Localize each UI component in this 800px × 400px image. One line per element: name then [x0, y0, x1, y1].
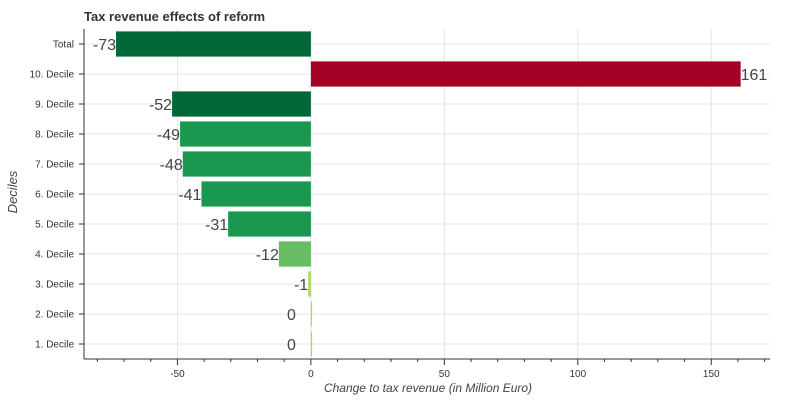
- data-label: -12: [256, 247, 279, 264]
- y-tick-label: 4. Decile: [35, 250, 74, 261]
- x-tick-label: 150: [703, 369, 720, 380]
- y-tick-label: 3. Decile: [35, 280, 74, 291]
- x-tick-label: -50: [170, 369, 185, 380]
- data-label: -1: [294, 277, 308, 294]
- data-label: -48: [160, 157, 183, 174]
- axis-layer: -50 0 50 100 150 Total 10. Decile 9. Decile 8. D…: [30, 29, 770, 380]
- y-tick-label: 9. Decile: [35, 100, 74, 111]
- data-label: -31: [205, 217, 228, 234]
- bar: [310, 61, 741, 87]
- bar: [228, 211, 311, 237]
- x-axis-title: Change to tax revenue (in Million Euro): [324, 381, 532, 395]
- data-label: -49: [157, 127, 180, 144]
- bar-layer: [116, 31, 741, 357]
- bar: [182, 151, 311, 177]
- bar: [201, 181, 311, 207]
- y-tick-label: 5. Decile: [35, 220, 74, 231]
- y-tick-label: 2. Decile: [35, 310, 74, 321]
- bar: [172, 91, 311, 117]
- data-label: 0: [287, 337, 296, 354]
- bar: [116, 31, 311, 57]
- data-label: 161: [741, 67, 768, 84]
- grid-layer: [84, 29, 770, 359]
- bar: [308, 271, 311, 297]
- y-axis-title: Deciles: [5, 170, 20, 213]
- y-tick-label: 8. Decile: [35, 130, 74, 141]
- bar: [310, 331, 313, 357]
- data-label: -41: [178, 187, 201, 204]
- x-tick-label: 0: [308, 369, 314, 380]
- y-tick-label: 7. Decile: [35, 160, 74, 171]
- chart-title: Tax revenue effects of reform: [84, 9, 266, 24]
- data-label: -73: [93, 37, 116, 54]
- x-tick-label: 100: [569, 369, 586, 380]
- x-tick-label: 50: [439, 369, 451, 380]
- y-tick-label: 1. Decile: [35, 340, 74, 351]
- bar: [180, 121, 311, 147]
- y-tick-label: 6. Decile: [35, 190, 74, 201]
- data-label: 0: [287, 307, 296, 324]
- y-tick-label: Total: [53, 40, 74, 51]
- y-tick-label: 10. Decile: [30, 70, 75, 81]
- bar: [310, 301, 313, 327]
- label-layer: -73 161 -52 -49 -48 -41-31 -12 -1 0 0: [93, 37, 768, 354]
- bar: [278, 241, 311, 267]
- data-label: -52: [149, 97, 172, 114]
